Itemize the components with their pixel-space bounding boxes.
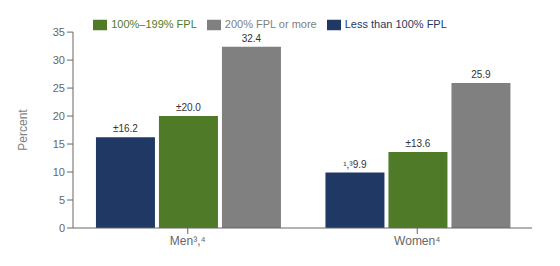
svg-text:0: 0 bbox=[59, 222, 65, 234]
svg-text:Women⁴: Women⁴ bbox=[394, 234, 440, 248]
svg-text:¹,³9.9: ¹,³9.9 bbox=[343, 159, 367, 170]
svg-text:20: 20 bbox=[53, 110, 65, 122]
svg-text:5: 5 bbox=[59, 194, 65, 206]
svg-text:32.4: 32.4 bbox=[242, 33, 262, 44]
svg-text:25: 25 bbox=[53, 82, 65, 94]
svg-text:±20.0: ±20.0 bbox=[176, 102, 201, 113]
html-text:Less than 100% FPL: Less than 100% FPL bbox=[344, 18, 447, 30]
svg-text:10: 10 bbox=[53, 166, 65, 178]
html-text:100%–199% FPL: 100%–199% FPL bbox=[111, 18, 197, 30]
svg-text:±16.2: ±16.2 bbox=[113, 123, 138, 134]
svg-text:35: 35 bbox=[53, 26, 65, 38]
svg-text:Percent: Percent bbox=[16, 109, 30, 151]
svg-text:Men³,⁴: Men³,⁴ bbox=[170, 234, 206, 248]
svg-text:±13.6: ±13.6 bbox=[405, 138, 430, 149]
svg-text:15: 15 bbox=[53, 138, 65, 150]
html-text:200% FPL or more: 200% FPL or more bbox=[224, 18, 317, 30]
svg-text:30: 30 bbox=[53, 54, 65, 66]
svg-text:25.9: 25.9 bbox=[471, 69, 491, 80]
